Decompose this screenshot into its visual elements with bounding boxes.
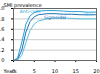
svg-text:0: 0 — [1, 57, 4, 63]
svg-text:0.4: 0.4 — [0, 36, 5, 42]
svg-text:RCV: RCV — [84, 12, 94, 17]
svg-text:0.2: 0.2 — [0, 47, 5, 53]
svg-text:10: 10 — [52, 68, 58, 74]
svg-text:15: 15 — [73, 68, 79, 74]
svg-text:Years: Years — [3, 68, 18, 74]
svg-text:SMI prevalence: SMI prevalence — [3, 2, 42, 9]
svg-text:20: 20 — [93, 68, 99, 74]
svg-text:Anti-cells: Anti-cells — [20, 9, 41, 14]
svg-text:0.8: 0.8 — [0, 16, 5, 22]
svg-text:5: 5 — [33, 68, 36, 74]
svg-text:Sigmoidal: Sigmoidal — [44, 15, 66, 20]
svg-text:0.6: 0.6 — [0, 26, 5, 32]
